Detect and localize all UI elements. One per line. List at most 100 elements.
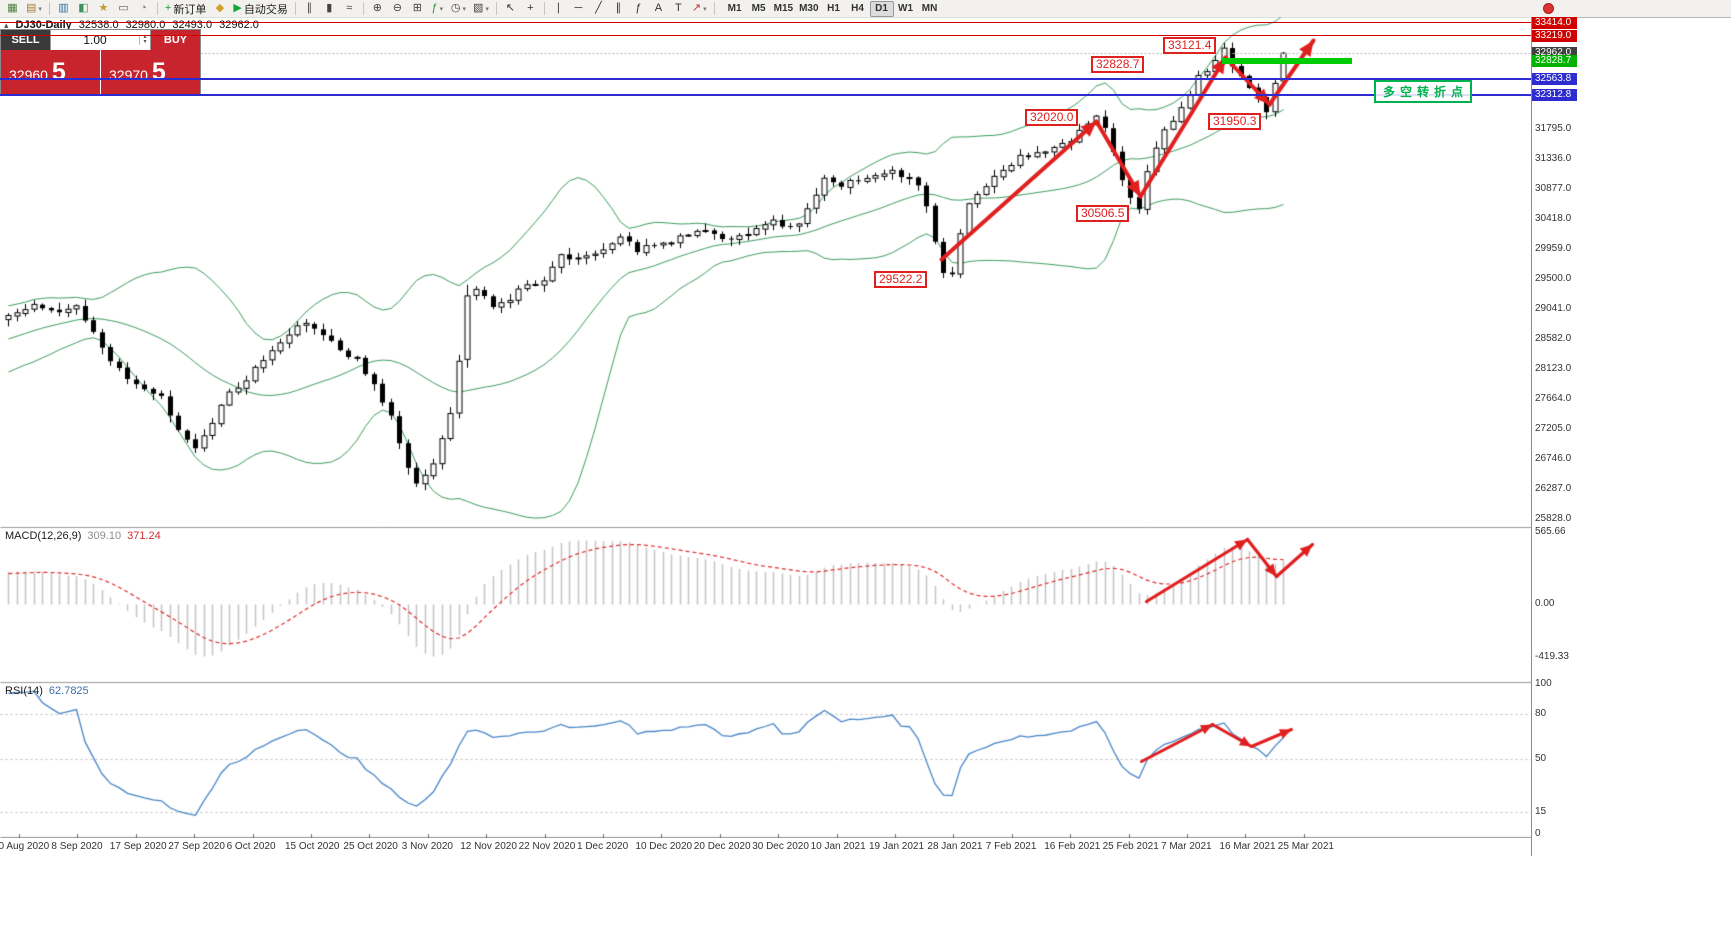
crosshair-icon[interactable]: + (521, 1, 540, 17)
date-label: 1 Dec 2020 (577, 841, 629, 852)
chart-candles-icon[interactable]: ▮ (320, 1, 339, 17)
timeframe-w1[interactable]: W1 (898, 3, 914, 14)
spinner-down-icon[interactable]: ▾ (143, 39, 147, 45)
indicators-icon[interactable]: ƒ ▾ (428, 1, 447, 17)
shapes-icon[interactable]: ↗ ▾ (689, 1, 710, 17)
date-label: 7 Feb 2021 (985, 841, 1037, 852)
chart-line-icon[interactable]: ≈ (340, 1, 359, 17)
date-label: 25 Mar 2021 (1277, 841, 1334, 852)
new-order-button[interactable]: + 新订单 (162, 1, 209, 17)
zoom-out-icon[interactable]: ⊖ (388, 1, 407, 17)
macd-scale-label: 565.66 (1535, 526, 1566, 537)
timeframe-mn[interactable]: MN (921, 3, 938, 14)
price-scale-line-label-33414.0: 33414.0 (1532, 17, 1577, 29)
price-line-32563.8[interactable] (0, 78, 1531, 80)
spinner-up-icon[interactable]: ▴ (143, 34, 147, 40)
lot-size-field[interactable]: 1.00 ▴ ▾ (50, 30, 151, 50)
trendline-icon[interactable]: ╱ (589, 1, 608, 17)
price-callout-30506.5[interactable]: 30506.5 (1076, 205, 1130, 222)
one-click-trading-panel: SELL 1.00 ▴ ▾ BUY 32960. 5 32970. 5 (0, 29, 201, 96)
vertical-line-icon[interactable]: ∣ (549, 1, 568, 17)
chart-line-icon-glyph: ≈ (346, 2, 353, 14)
pivot-note-box[interactable]: 多空转折点 (1374, 80, 1473, 103)
buy-price-button[interactable]: 32970. 5 (101, 50, 200, 95)
price-callout-33121.4[interactable]: 33121.4 (1163, 37, 1217, 54)
channel-icon[interactable]: ∥ (609, 1, 628, 17)
zoom-in-icon[interactable]: ⊕ (368, 1, 387, 17)
chart-bars-icon[interactable]: ∥ (300, 1, 319, 17)
price-scale-label: 28582.0 (1535, 333, 1572, 344)
autotrading-button-glyph: ▶ (233, 2, 242, 14)
price-scale-line-label-32828.7: 32828.7 (1532, 55, 1577, 67)
periods-icon[interactable]: ◷ ▾ (448, 1, 469, 17)
horizontal-line-icon[interactable]: ─ (569, 1, 588, 17)
tile-windows-icon-glyph: ⊞ (412, 2, 422, 14)
cursor-icon[interactable]: ↖ (501, 1, 520, 17)
price-line-33219[interactable] (0, 35, 1531, 36)
sell-button[interactable]: SELL (1, 30, 50, 50)
price-scale-label: 29041.0 (1535, 303, 1572, 314)
timeframe-m15[interactable]: M15 (773, 3, 794, 14)
timeframe-m1[interactable]: M1 (727, 3, 742, 14)
date-label: 25 Oct 2020 (343, 841, 398, 852)
trendline-icon-glyph: ╱ (595, 2, 602, 14)
toolbar-separator (48, 2, 50, 15)
strategy-tester-icon[interactable]: ◔ (134, 1, 153, 17)
profiles-icon[interactable]: ▤ ▾ (23, 1, 45, 17)
timeframe-m30[interactable]: M30 (799, 3, 819, 14)
price-callout-32828.7[interactable]: 32828.7 (1091, 56, 1145, 73)
price-line-33414[interactable] (0, 22, 1531, 23)
tile-windows-icon[interactable]: ⊞ (408, 1, 427, 17)
rsi-value: 62.7825 (48, 685, 89, 697)
fibonacci-icon[interactable]: ƒ (629, 1, 648, 17)
text-icon[interactable]: A (649, 1, 668, 17)
navigator-icon[interactable]: ★ (94, 1, 113, 17)
timeframe-h1[interactable]: H1 (827, 3, 840, 14)
date-label: 12 Nov 2020 (460, 841, 517, 852)
metaeditor-icon-glyph: ◆ (215, 2, 225, 14)
price-callout-29522.2[interactable]: 29522.2 (874, 271, 928, 288)
notification-badge-icon[interactable] (1543, 3, 1554, 14)
one-click-collapse-icon[interactable]: ▴ (4, 19, 9, 30)
date-label: 3 Nov 2020 (401, 841, 453, 852)
horizontal-line-icon-glyph: ─ (574, 2, 583, 14)
data-window-icon-glyph: ◧ (78, 2, 89, 14)
date-label: 16 Mar 2021 (1219, 841, 1276, 852)
templates-icon[interactable]: ▧ ▾ (470, 1, 492, 17)
main-toolbar: ▦ ▤ ▾ ▥ ◧ ★ ▭ ◔ + 新订单 ◆ ▶ 自动交易 ∥ ▮ ≈ ⊕ ⊖ ⊞ ƒ ▾ ◷ ▾ ▧ ▾ ↖ + ∣ ─ ╱ ∥ ƒ A T ↗… (0, 0, 1731, 18)
shapes-icon-glyph: ↗ (691, 2, 702, 14)
autotrading-button[interactable]: ▶ 自动交易 (230, 1, 290, 17)
price-scale-border (1531, 17, 1532, 856)
price-line-32312.8[interactable] (0, 94, 1531, 96)
sell-price-button[interactable]: 32960. 5 (1, 50, 100, 95)
metaeditor-icon[interactable]: ◆ (210, 1, 229, 17)
indicators-icon-glyph: ƒ (431, 2, 438, 14)
pivot-zone-line[interactable] (1222, 58, 1352, 64)
price-callout-32020.0[interactable]: 32020.0 (1025, 109, 1079, 126)
buy-button[interactable]: BUY (151, 30, 200, 50)
timeframe-m5[interactable]: M5 (751, 3, 766, 14)
new-chart-icon[interactable]: ▦ (3, 1, 22, 17)
timeframe-h4[interactable]: H4 (851, 3, 864, 14)
date-label: 30 Dec 2020 (752, 841, 809, 852)
toolbar-separator (156, 2, 158, 15)
channel-icon-glyph: ∥ (615, 2, 622, 14)
price-callout-31950.3[interactable]: 31950.3 (1208, 113, 1262, 130)
price-scale-label: 25828.0 (1535, 513, 1572, 524)
cursor-icon-glyph: ↖ (505, 2, 515, 14)
timeframe-d1[interactable]: D1 (869, 0, 894, 17)
date-label: 25 Feb 2021 (1102, 841, 1159, 852)
toolbar-separator (543, 2, 545, 15)
templates-icon-dropdown-icon: ▾ (485, 5, 489, 13)
data-window-icon[interactable]: ◧ (74, 1, 93, 17)
chart-canvas[interactable] (0, 17, 1531, 838)
toolbar-separator (495, 2, 497, 15)
price-scale-label: 31336.0 (1535, 153, 1572, 164)
market-watch-icon[interactable]: ▥ (54, 1, 73, 17)
profiles-icon-dropdown-icon: ▾ (38, 5, 42, 13)
terminal-icon[interactable]: ▭ (114, 1, 133, 17)
label-icon[interactable]: T (669, 1, 688, 17)
lot-spinner[interactable]: ▴ ▾ (139, 34, 150, 45)
